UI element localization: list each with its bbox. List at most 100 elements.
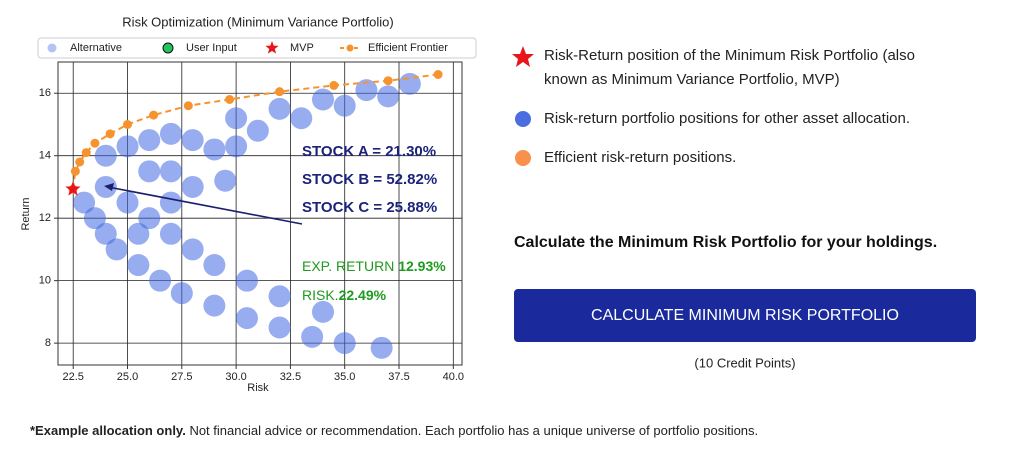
legend-label: Efficient Frontier xyxy=(368,42,448,54)
alternative-point xyxy=(203,254,226,277)
alternative-point xyxy=(159,191,182,214)
alternative-point xyxy=(105,238,128,261)
alternative-point xyxy=(246,119,269,142)
alternative-point xyxy=(377,85,400,108)
return-label: EXP. RETURN 12.93% xyxy=(302,258,446,274)
legend-dot xyxy=(515,150,531,166)
frontier-point xyxy=(275,87,285,97)
alternative-point xyxy=(203,294,226,317)
alternative-point xyxy=(170,282,193,305)
alternative-point xyxy=(94,222,117,245)
alternative-point xyxy=(333,332,356,355)
y-axis-label: Return xyxy=(20,197,32,230)
calculate-button[interactable]: CALCULATE MINIMUM RISK PORTFOLIO xyxy=(514,289,976,342)
chart-title: Risk Optimization (Minimum Variance Port… xyxy=(122,14,393,29)
alternative-point xyxy=(225,107,248,130)
x-tick-label: 22.5 xyxy=(62,371,83,383)
mvp-point xyxy=(65,181,81,196)
footer-bold: *Example allocation only. xyxy=(30,423,186,438)
legend-star xyxy=(512,46,534,67)
alternative-point xyxy=(181,238,204,261)
legend-text: Risk-return portfolio positions for othe… xyxy=(544,110,910,127)
y-tick-label: 8 xyxy=(45,337,51,349)
alternative-point xyxy=(311,88,334,111)
alternative-point xyxy=(311,300,334,323)
alternative-point xyxy=(214,169,237,192)
credits: (10 Credit Points) xyxy=(694,355,795,370)
alternative-point xyxy=(370,336,393,359)
legend-label: Alternative xyxy=(70,42,122,54)
legend-text: Efficient risk-return positions. xyxy=(544,149,736,166)
risk-value: 22.49% xyxy=(339,287,387,303)
alternative-point xyxy=(127,254,150,277)
alternative-point xyxy=(225,135,248,158)
legend-label: MVP xyxy=(290,42,314,54)
footer: *Example allocation only. Not financial … xyxy=(30,423,758,438)
y-tick-label: 10 xyxy=(39,275,51,287)
alternative-point xyxy=(301,325,324,348)
legend-label: User Input xyxy=(186,42,237,54)
y-tick-label: 12 xyxy=(39,212,51,224)
alternative-point xyxy=(235,307,258,330)
x-tick-label: 35.0 xyxy=(334,371,355,383)
x-tick-label: 40.0 xyxy=(443,371,464,383)
x-tick-label: 25.0 xyxy=(117,371,138,383)
alternative-point xyxy=(159,160,182,183)
frontier-point xyxy=(383,76,393,86)
stock-b: STOCK B = 52.82% xyxy=(302,171,437,188)
stock-a: STOCK A = 21.30% xyxy=(302,143,436,160)
legend-marker xyxy=(265,41,279,54)
chart-legend: Alternative User Input MVP Efficient Fronti… xyxy=(37,37,477,59)
heading: Calculate the Minimum Risk Portfolio for… xyxy=(514,234,937,251)
alternative-point xyxy=(116,135,139,158)
frontier-point xyxy=(225,94,235,104)
x-axis-label: Risk xyxy=(247,382,269,394)
legend-dot xyxy=(515,111,531,127)
legend-box xyxy=(37,37,477,59)
data xyxy=(65,69,443,359)
x-tick-label: 32.5 xyxy=(280,371,301,383)
legend-marker xyxy=(162,42,174,54)
alternative-point xyxy=(138,129,161,152)
alternative-point xyxy=(138,207,161,230)
legend-marker xyxy=(346,44,354,52)
frontier-point xyxy=(183,101,193,111)
alternative-point xyxy=(181,129,204,152)
plot-frame xyxy=(57,61,463,366)
frontier-point xyxy=(75,157,85,167)
legend-marker xyxy=(47,43,57,53)
alternative-point xyxy=(83,207,106,230)
frontier-point xyxy=(329,80,339,90)
x-tick-label: 27.5 xyxy=(171,371,192,383)
frontier-point xyxy=(70,166,80,176)
alternative-point xyxy=(235,269,258,292)
risk-label: RISK.22.49% xyxy=(302,287,387,303)
arrow xyxy=(107,186,303,225)
legend-text: known as Minimum Variance Portfolio, MVP… xyxy=(544,71,840,88)
alternative-point xyxy=(73,191,96,214)
alternative-point xyxy=(268,285,291,308)
frontier-point xyxy=(105,129,115,139)
alternative-point xyxy=(159,222,182,245)
y-tick-label: 14 xyxy=(39,150,51,162)
frontier-point xyxy=(81,148,91,158)
frontier-point xyxy=(90,138,100,148)
frontier-point xyxy=(433,69,443,79)
alternative-point xyxy=(333,94,356,117)
alternative-point xyxy=(203,138,226,161)
frontier-point xyxy=(149,110,159,120)
frontier-point xyxy=(123,119,133,129)
alternative-point xyxy=(290,107,313,130)
return-value: 12.93% xyxy=(398,258,446,274)
alternative-point xyxy=(181,175,204,198)
alternative-point xyxy=(127,222,150,245)
x-tick-label: 30.0 xyxy=(225,371,246,383)
alternative-point xyxy=(138,160,161,183)
legend-text: Risk-Return position of the Minimum Risk… xyxy=(544,47,915,64)
alternative-point xyxy=(94,144,117,167)
alternative-point xyxy=(159,122,182,145)
footer-text: Not financial advice or recommendation. … xyxy=(189,423,758,438)
return-label-text: EXP. RETURN xyxy=(302,258,394,274)
